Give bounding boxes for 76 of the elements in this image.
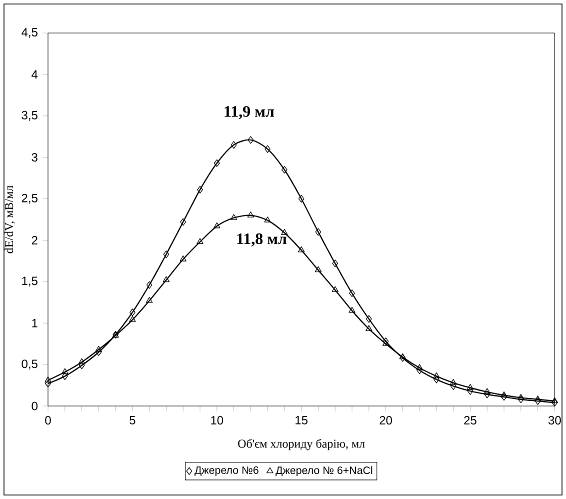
point: [96, 348, 102, 356]
point: [214, 222, 220, 228]
point: [180, 218, 186, 226]
y-tick-label: 3: [32, 153, 38, 162]
point: [44, 376, 52, 382]
point: [450, 382, 456, 390]
y-tick-label: 4: [32, 70, 38, 79]
x-tick-label: 0: [45, 416, 51, 425]
point: [466, 384, 474, 390]
point: [180, 255, 186, 262]
point: [298, 246, 305, 252]
point: [146, 281, 152, 289]
point: [349, 289, 355, 298]
point: [433, 372, 440, 378]
x-tick-label: 25: [464, 416, 476, 425]
point: [230, 141, 237, 149]
point: [332, 286, 338, 292]
y-tick-label: 3,5: [22, 110, 38, 121]
x-tick-label: 20: [380, 416, 392, 425]
y-tick-label: 1: [32, 318, 38, 328]
point: [315, 228, 322, 236]
x-tick-label: 30: [548, 416, 561, 425]
point: [247, 212, 254, 218]
point: [264, 216, 271, 222]
y-tick-label: 4,5: [22, 28, 38, 38]
point: [332, 260, 338, 268]
point: [162, 276, 170, 282]
legend-label: Джерело №6: [194, 466, 258, 476]
point: [348, 306, 356, 313]
point: [230, 214, 238, 220]
point: [146, 296, 153, 303]
point: [382, 340, 390, 346]
point: [450, 378, 457, 385]
point: [382, 338, 389, 346]
y-tick-label: 1,5: [22, 276, 38, 287]
point: [434, 376, 440, 384]
point: [281, 228, 288, 235]
x-tick-label: 15: [296, 416, 308, 424]
point: [214, 159, 220, 167]
legend-label: Джерело № 6+NaCl: [276, 466, 372, 476]
point: [551, 397, 558, 404]
point: [62, 372, 68, 380]
point: [129, 316, 136, 322]
point: [518, 396, 524, 404]
y-axis-title: dE/dV, мВ/мл: [4, 186, 15, 254]
point: [130, 308, 136, 316]
x-tick-label: 10: [211, 416, 224, 425]
point: [366, 325, 372, 331]
point: [366, 315, 372, 323]
point: [197, 186, 203, 194]
point: [62, 368, 68, 374]
point: [314, 266, 322, 272]
y-tick-label: 2: [32, 236, 38, 244]
point: [282, 166, 288, 174]
point: [534, 397, 541, 405]
y-tick-label: 2,5: [22, 194, 38, 204]
point: [400, 354, 406, 362]
point: [399, 353, 406, 360]
point: [298, 194, 304, 203]
point: [196, 238, 204, 244]
point: [501, 393, 507, 401]
point: [78, 358, 86, 364]
x-tick-label: 5: [130, 416, 136, 424]
point: [467, 387, 474, 395]
annotation: 11,9 мл: [224, 106, 274, 120]
point: [95, 346, 102, 352]
y-tick-label: 0: [32, 402, 38, 410]
point: [416, 366, 422, 374]
point: [264, 145, 270, 153]
y-tick-label: 0,5: [22, 360, 38, 370]
point: [248, 136, 254, 144]
point: [484, 390, 490, 398]
point: [163, 250, 170, 258]
point: [78, 362, 85, 370]
annotation: 11,8 мл: [237, 233, 287, 247]
x-axis-title: Об'єм хлориду барію, мл: [238, 439, 365, 450]
